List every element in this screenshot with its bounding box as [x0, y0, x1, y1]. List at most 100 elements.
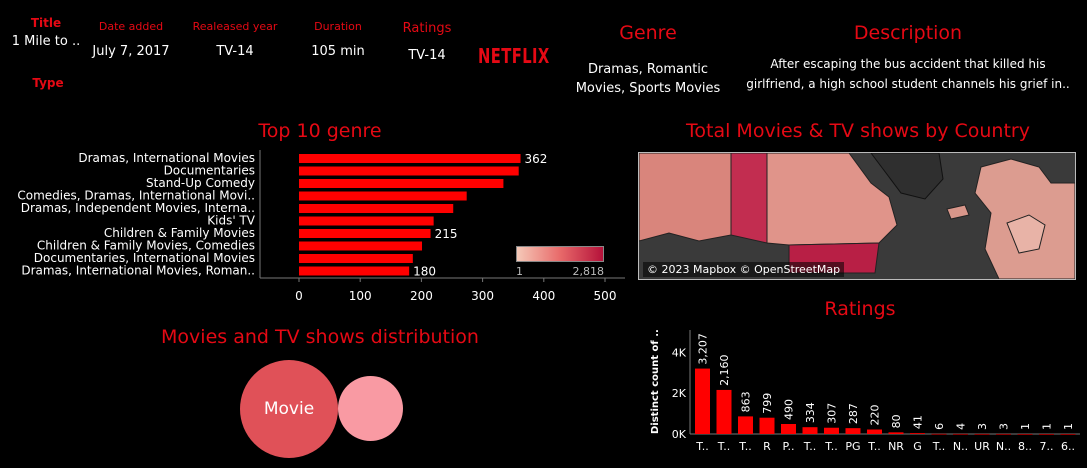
ratings-y-tick-label: 4K	[672, 346, 687, 359]
movie-bubble[interactable]: Movie	[240, 360, 338, 458]
ratings-bar	[716, 389, 732, 434]
tv-show-bubble[interactable]	[338, 376, 403, 441]
ratings-value-label: 2,160	[718, 354, 731, 386]
ratings-category-label: N..	[996, 440, 1011, 453]
color-legend-bar	[516, 246, 604, 262]
ratings-bar	[931, 433, 947, 435]
ratings-category-label: T..	[867, 440, 880, 453]
ratings-bar	[1017, 433, 1033, 435]
ratings-category-label: 8..	[1018, 440, 1032, 453]
map-region-west	[639, 153, 732, 242]
genre-bar	[299, 241, 423, 251]
description-header: Description	[853, 22, 963, 44]
released-year-value: TV-14	[216, 44, 254, 59]
ratings-bar	[759, 417, 775, 434]
genre-category-label: Comedies, Dramas, International Movi..	[17, 189, 255, 203]
netflix-logo: NETFLIX	[478, 44, 550, 68]
description-line2: girlfriend, a high school student channe…	[746, 77, 1070, 91]
map-region-greenland	[870, 153, 944, 200]
duration-value: 105 min	[311, 44, 365, 59]
ratings-value-label: 334	[804, 402, 817, 423]
ratings-bar	[867, 429, 882, 434]
genre-category-label: Children & Family Movies, Comedies	[37, 239, 255, 253]
genre-category-label: Stand-Up Comedy	[146, 176, 255, 190]
genre-x-tick-label: 500	[594, 289, 617, 303]
genre-bar	[299, 179, 504, 188]
released-year-header: Realeased year	[192, 20, 278, 33]
genre-bar	[299, 266, 410, 276]
map-region-europe-central	[1006, 214, 1046, 254]
ratings-y-tick-label: 0K	[672, 428, 687, 441]
ratings-category-label: G	[913, 440, 922, 453]
ratings-category-label: PG	[845, 440, 860, 453]
title-header: Title	[30, 16, 62, 30]
map-region-canada-west	[730, 153, 768, 244]
ratings-value-label: 863	[740, 391, 753, 412]
distribution-title: Movies and TV shows distribution	[161, 326, 479, 348]
color-legend: 1 2,818	[516, 246, 606, 278]
ratings-category-label: 7..	[1040, 440, 1054, 453]
ratings-bar	[953, 433, 968, 435]
genre-bar	[299, 216, 434, 226]
ratings-category-label: T..	[695, 440, 708, 453]
ratings-value-label: 1	[1062, 423, 1075, 430]
ratings-category-label: T..	[738, 440, 751, 453]
country-map[interactable]: © 2023 Mapbox © OpenStreetMap	[638, 152, 1076, 280]
ratings-bar	[996, 433, 1011, 435]
ratings-y-axis-label: Distinct count of ..	[650, 329, 661, 434]
title-value: 1 Mile to ..	[11, 34, 81, 49]
date-added-header: Date added	[98, 20, 164, 33]
genre-category-label: Dramas, International Movies, Roman..	[21, 264, 255, 278]
ratings-category-label: T..	[932, 440, 945, 453]
ratings-category-label: R	[763, 440, 771, 453]
genre-x-tick-label: 0	[295, 289, 303, 303]
top-genre-title: Top 10 genre	[258, 120, 382, 142]
ratings-chart: Distinct count of .. 0K 2K 4K 3,207 T.. 2,160 T…	[650, 329, 1080, 453]
ratings-value-label: 307	[826, 403, 839, 424]
duration-header: Duration	[314, 20, 362, 33]
ratings-bar	[1039, 433, 1054, 435]
genre-x-tick-label: 200	[410, 289, 433, 303]
ratings-value-label: 3	[976, 423, 989, 430]
ratings-bar	[781, 424, 796, 434]
genre-data-label: 362	[525, 152, 548, 166]
ratings-chart-title: Ratings	[824, 298, 896, 320]
genre-value-line1: Dramas, Romantic	[587, 62, 709, 77]
ratings-value-label: 490	[783, 399, 796, 420]
genre-header: Genre	[619, 22, 677, 44]
ratings-category-label: 6..	[1061, 440, 1075, 453]
genre-category-label: Children & Family Movies	[104, 226, 255, 240]
ratings-category-label: T..	[824, 440, 837, 453]
genre-bar	[299, 254, 413, 263]
genre-x-tick-label: 400	[532, 289, 555, 303]
ratings-value-label: 41	[912, 415, 925, 429]
genre-bar	[299, 166, 519, 176]
ratings-value-label: 799	[761, 393, 774, 414]
ratings-value-label: 4	[955, 423, 968, 430]
type-header: Type	[32, 76, 64, 90]
description-line1: After escaping the bus accident that kil…	[770, 57, 1046, 71]
genre-bar	[299, 229, 431, 238]
ratings-bar	[910, 433, 925, 434]
ratings-value-label: 1	[1019, 423, 1032, 430]
ratings-category-label: T..	[803, 440, 816, 453]
ratings-y-tick-label: 2K	[672, 387, 687, 400]
genre-x-tick-label: 100	[349, 289, 372, 303]
genre-category-label: Dramas, International Movies	[78, 151, 255, 165]
ratings-value-label: 220	[869, 405, 882, 426]
genre-bar	[299, 204, 454, 213]
date-added-value: July 7, 2017	[92, 44, 170, 59]
genre-data-label: 215	[435, 227, 458, 241]
ratings-bar	[824, 427, 839, 434]
map-region-iceland	[946, 204, 970, 220]
ratings-value-label: 3	[998, 423, 1011, 430]
ratings-value-label: 1	[1041, 423, 1054, 430]
genre-category-label: Documentaries	[164, 164, 255, 178]
ratings-category-label: UR	[974, 440, 990, 453]
ratings-bar	[974, 433, 990, 435]
ratings-value-label: 287	[847, 403, 860, 424]
map-title: Total Movies & TV shows by Country	[686, 120, 1030, 142]
ratings-category-label: T..	[717, 440, 730, 453]
ratings-bar	[888, 432, 904, 434]
genre-value-line2: Movies, Sports Movies	[575, 81, 721, 96]
